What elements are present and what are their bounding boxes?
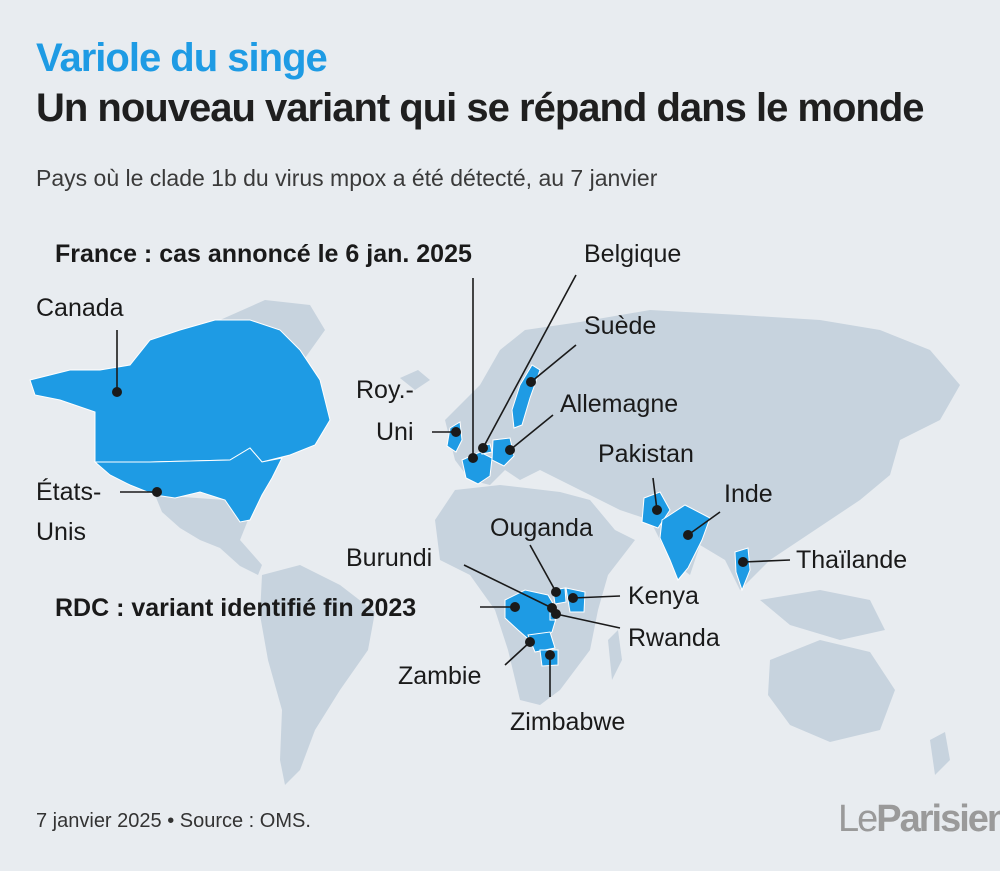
label-burundi: Burundi xyxy=(346,544,432,572)
label-pakistan: Pakistan xyxy=(598,440,694,468)
dot-usa xyxy=(152,487,162,497)
dot-belgique xyxy=(478,443,488,453)
iceland xyxy=(400,370,430,390)
dot-zambie xyxy=(525,637,535,647)
country-zambie xyxy=(527,631,556,653)
label-roy-uni-2: Uni xyxy=(376,418,414,446)
label-etats-unis-1: États- xyxy=(36,477,101,506)
label-inde: Inde xyxy=(724,480,773,508)
dot-zimbabwe xyxy=(545,650,555,660)
subtitle: Pays où le clade 1b du virus mpox a été … xyxy=(36,165,658,191)
label-france: France : cas annoncé le 6 jan. 2025 xyxy=(55,240,472,268)
kicker: Variole du singe xyxy=(36,36,328,80)
footer-source: 7 janvier 2025 • Source : OMS. xyxy=(36,810,311,832)
logo-parisien: Parisien xyxy=(876,798,1000,840)
dot-rdc xyxy=(510,602,520,612)
affected-countries xyxy=(29,319,751,667)
label-roy-uni-1: Roy.- xyxy=(356,376,414,404)
south-america xyxy=(260,565,375,785)
label-kenya: Kenya xyxy=(628,582,699,610)
southeast-asia-islands xyxy=(760,590,885,640)
label-zambie: Zambie xyxy=(398,662,481,690)
dot-ouganda xyxy=(551,587,561,597)
dot-suede xyxy=(526,377,536,387)
dot-kenya xyxy=(568,593,578,603)
label-thailande: Thaïlande xyxy=(796,546,907,574)
label-canada: Canada xyxy=(36,294,124,322)
japan xyxy=(850,425,870,468)
label-rdc: RDC : variant identifié fin 2023 xyxy=(55,594,416,622)
madagascar xyxy=(608,630,622,680)
logo-le: Le xyxy=(838,798,878,840)
country-allemagne xyxy=(491,437,515,467)
country-canada xyxy=(29,319,331,463)
dot-allemagne xyxy=(505,445,515,455)
dot-canada xyxy=(112,387,122,397)
dot-pakistan xyxy=(652,505,662,515)
leader-lines xyxy=(116,274,791,697)
australia xyxy=(768,640,895,742)
label-allemagne: Allemagne xyxy=(560,390,678,418)
label-belgique: Belgique xyxy=(584,240,681,268)
dot-thailande xyxy=(738,557,748,567)
dot-inde xyxy=(683,530,693,540)
label-zimbabwe: Zimbabwe xyxy=(510,708,625,736)
label-etats-unis-2: Unis xyxy=(36,518,86,546)
dot-france xyxy=(468,453,478,463)
country-labels: France : cas annoncé le 6 jan. 2025 Belg… xyxy=(36,240,907,736)
new-zealand xyxy=(930,732,950,775)
eurasia xyxy=(445,310,960,590)
headline: Un nouveau variant qui se répand dans le… xyxy=(36,86,925,130)
country-inde xyxy=(659,504,711,581)
dot-rwanda xyxy=(551,609,561,619)
label-rwanda: Rwanda xyxy=(628,624,720,652)
dot-uk xyxy=(451,427,461,437)
label-suede: Suède xyxy=(584,312,656,340)
label-ouganda: Ouganda xyxy=(490,514,593,542)
marker-dots xyxy=(112,377,748,660)
le-parisien-logo: LeParisien xyxy=(838,798,1000,841)
